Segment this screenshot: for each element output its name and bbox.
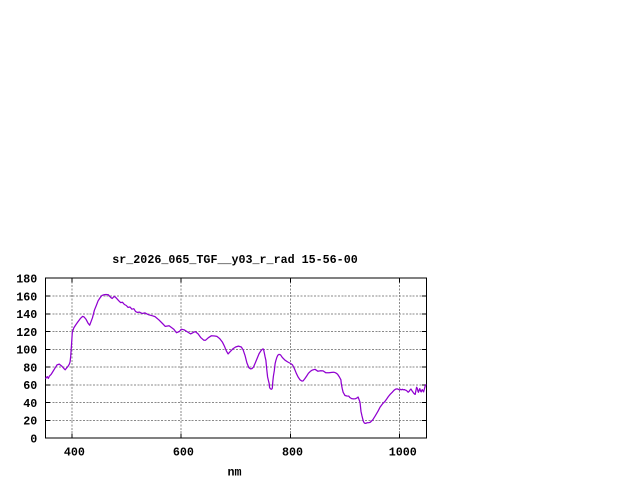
svg-text:20: 20	[23, 415, 37, 429]
svg-text:1000: 1000	[389, 446, 417, 460]
svg-text:nm: nm	[227, 466, 241, 480]
svg-text:600: 600	[173, 446, 194, 460]
svg-text:180: 180	[16, 273, 37, 287]
svg-text:400: 400	[64, 446, 85, 460]
svg-text:140: 140	[16, 308, 37, 322]
svg-text:800: 800	[282, 446, 303, 460]
svg-text:40: 40	[23, 397, 37, 411]
svg-text:60: 60	[23, 379, 37, 393]
svg-text:120: 120	[16, 326, 37, 340]
svg-text:0: 0	[30, 433, 37, 447]
svg-text:80: 80	[23, 361, 37, 375]
svg-text:sr_2026_065_TGF__y03_r_rad 15-: sr_2026_065_TGF__y03_r_rad 15-56-00	[112, 253, 357, 267]
svg-text:160: 160	[16, 290, 37, 304]
svg-text:100: 100	[16, 344, 37, 358]
